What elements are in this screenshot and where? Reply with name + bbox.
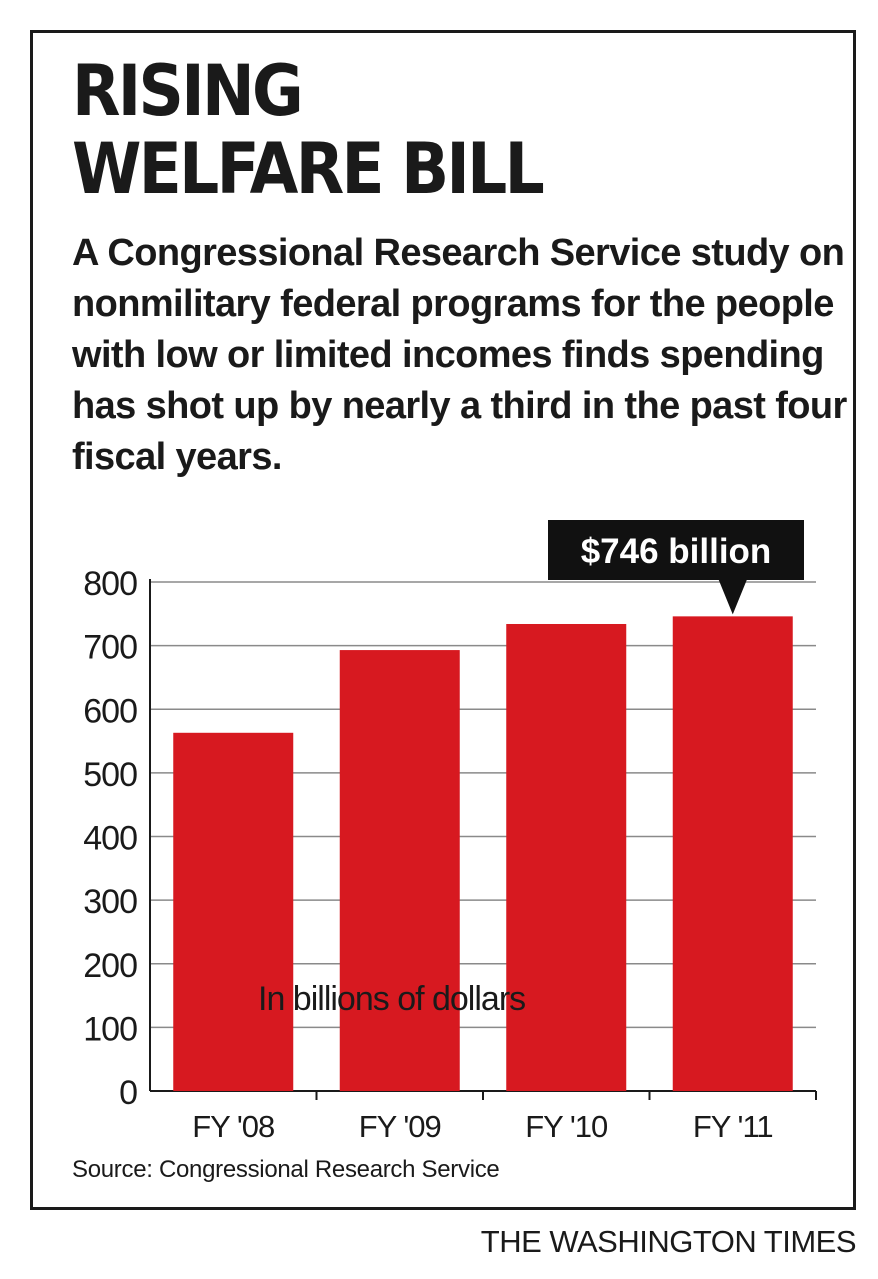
bar-1 <box>173 732 294 1091</box>
bar-4 <box>672 616 793 1091</box>
x-tick-label: FY '09 <box>359 1109 441 1144</box>
source-note: Source: Congressional Research Service <box>72 1156 500 1183</box>
y-tick-label: 500 <box>83 756 137 794</box>
bar-2 <box>339 650 460 1091</box>
callout-label: $746 billion <box>581 532 772 571</box>
y-tick-label: 400 <box>83 820 137 858</box>
y-tick-label: 800 <box>83 565 137 603</box>
unit-label: In billions of dollars <box>258 980 525 1018</box>
graphic-frame <box>30 30 856 1210</box>
y-tick-label: 200 <box>83 947 137 985</box>
y-tick-label: 600 <box>83 692 137 730</box>
x-tick-label: FY '11 <box>693 1109 773 1144</box>
y-tick-label: 700 <box>83 629 137 667</box>
publisher-credit: THE WASHINGTON TIMES <box>480 1224 857 1259</box>
bar-3 <box>506 623 627 1091</box>
title-line-1: RISING <box>72 50 304 132</box>
title-line-2: WELFARE BILL <box>72 128 545 210</box>
y-tick-label: 100 <box>83 1010 137 1048</box>
y-tick-label: 0 <box>119 1074 137 1112</box>
x-tick-label: FY '08 <box>192 1109 274 1144</box>
y-tick-label: 300 <box>83 883 137 921</box>
chart-subtitle: A Congressional Research Service study o… <box>72 232 847 478</box>
x-tick-label: FY '10 <box>525 1109 608 1144</box>
callout-box <box>548 520 804 615</box>
chart-title: RISING WELFARE BILL <box>72 52 648 208</box>
